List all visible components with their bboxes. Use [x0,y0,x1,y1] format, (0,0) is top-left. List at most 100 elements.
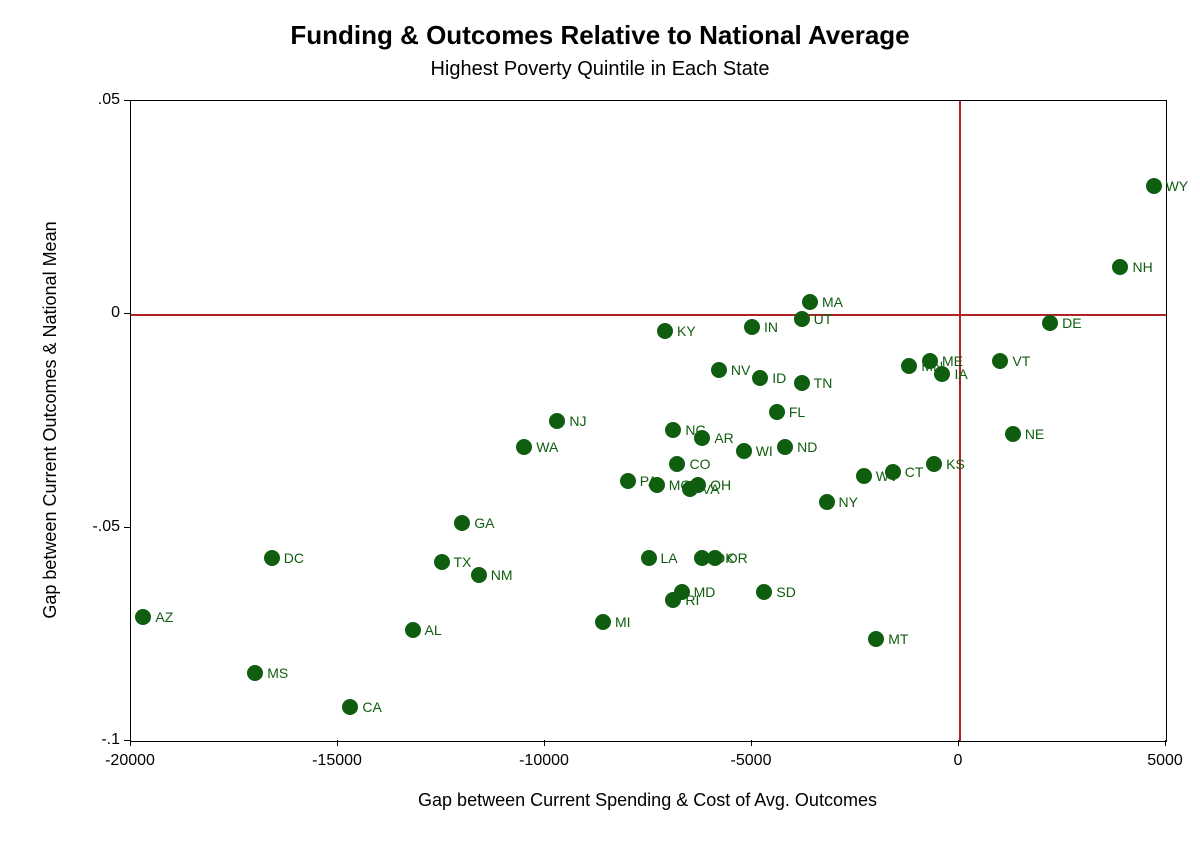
data-point [922,353,938,369]
data-point [641,550,657,566]
data-point-label: IN [764,319,778,335]
data-point-label: KY [677,323,696,339]
data-point [1042,315,1058,331]
ref-line-horizontal [131,314,1166,316]
data-point-label: AL [425,622,442,638]
data-point-label: DC [284,550,304,566]
data-point [595,614,611,630]
data-point [135,609,151,625]
data-point-label: NH [1132,259,1152,275]
x-tick-label: -20000 [105,752,155,770]
data-point [992,353,1008,369]
data-point [694,430,710,446]
data-point-label: KS [946,456,965,472]
data-point [665,422,681,438]
data-point-label: OH [710,477,731,493]
data-point [549,413,565,429]
data-point-label: CO [689,456,710,472]
data-point-label: MS [267,665,288,681]
data-point-label: NV [731,362,750,378]
data-point [819,494,835,510]
data-point-label: CA [362,699,381,715]
y-tick-label: .05 [80,91,120,109]
data-point [777,439,793,455]
data-point-label: FL [789,404,805,420]
x-tick-mark [751,740,752,746]
data-point [669,456,685,472]
x-tick-mark [1165,740,1166,746]
data-point-label: VT [1012,353,1030,369]
x-axis-label: Gap between Current Spending & Cost of A… [130,790,1165,811]
data-point-label: NE [1025,426,1044,442]
data-point [711,362,727,378]
data-point-label: UT [814,311,833,327]
data-point [856,468,872,484]
data-point [744,319,760,335]
data-point [707,550,723,566]
data-point-label: IA [954,366,967,382]
data-point-label: AR [714,430,733,446]
data-point-label: WI [756,443,773,459]
data-point [471,567,487,583]
data-point [649,477,665,493]
data-point-label: MD [694,584,716,600]
chart-title: Funding & Outcomes Relative to National … [0,20,1200,51]
data-point [434,554,450,570]
chart-subtitle: Highest Poverty Quintile in Each State [0,58,1200,81]
data-point-label: WY [1166,178,1189,194]
data-point-label: NM [491,567,513,583]
data-point [674,584,690,600]
data-point [802,294,818,310]
data-point-label: AZ [155,609,173,625]
data-point-label: NJ [569,413,586,429]
x-tick-label: 5000 [1147,752,1183,770]
data-point [1146,178,1162,194]
data-point [342,699,358,715]
scatter-chart: Funding & Outcomes Relative to National … [0,0,1200,843]
data-point [794,375,810,391]
y-tick-label: 0 [80,304,120,322]
data-point [901,358,917,374]
y-tick-mark [124,527,130,528]
data-point-label: CT [905,464,924,480]
x-tick-mark [337,740,338,746]
data-point [620,473,636,489]
data-point [454,515,470,531]
y-axis-label: Gap between Current Outcomes & National … [40,100,61,740]
data-point [690,477,706,493]
data-point-label: LA [661,550,678,566]
data-point [756,584,772,600]
x-tick-label: -10000 [519,752,569,770]
data-point [885,464,901,480]
data-point [752,370,768,386]
x-tick-label: -5000 [731,752,772,770]
data-point-label: OR [727,550,748,566]
data-point-label: SD [776,584,795,600]
x-tick-mark [544,740,545,746]
data-point-label: TN [814,375,833,391]
y-tick-label: -.1 [80,731,120,749]
x-tick-label: -15000 [312,752,362,770]
data-point [516,439,532,455]
y-tick-mark [124,740,130,741]
data-point-label: MA [822,294,843,310]
data-point [794,311,810,327]
plot-area: AZMSDCCAALTXGANMWANJMIPALAMOKYNCCORIMDVA… [130,100,1167,742]
y-tick-mark [124,313,130,314]
data-point-label: MT [888,631,908,647]
data-point-label: GA [474,515,494,531]
x-tick-mark [130,740,131,746]
data-point-label: WA [536,439,558,455]
y-tick-label: -.05 [80,518,120,536]
data-point [247,665,263,681]
x-tick-label: 0 [954,752,963,770]
data-point-label: NY [839,494,858,510]
data-point [657,323,673,339]
data-point-label: TX [454,554,472,570]
data-point [1112,259,1128,275]
data-point [934,366,950,382]
data-point [1005,426,1021,442]
data-point [926,456,942,472]
data-point-label: DE [1062,315,1081,331]
data-point-label: MI [615,614,631,630]
